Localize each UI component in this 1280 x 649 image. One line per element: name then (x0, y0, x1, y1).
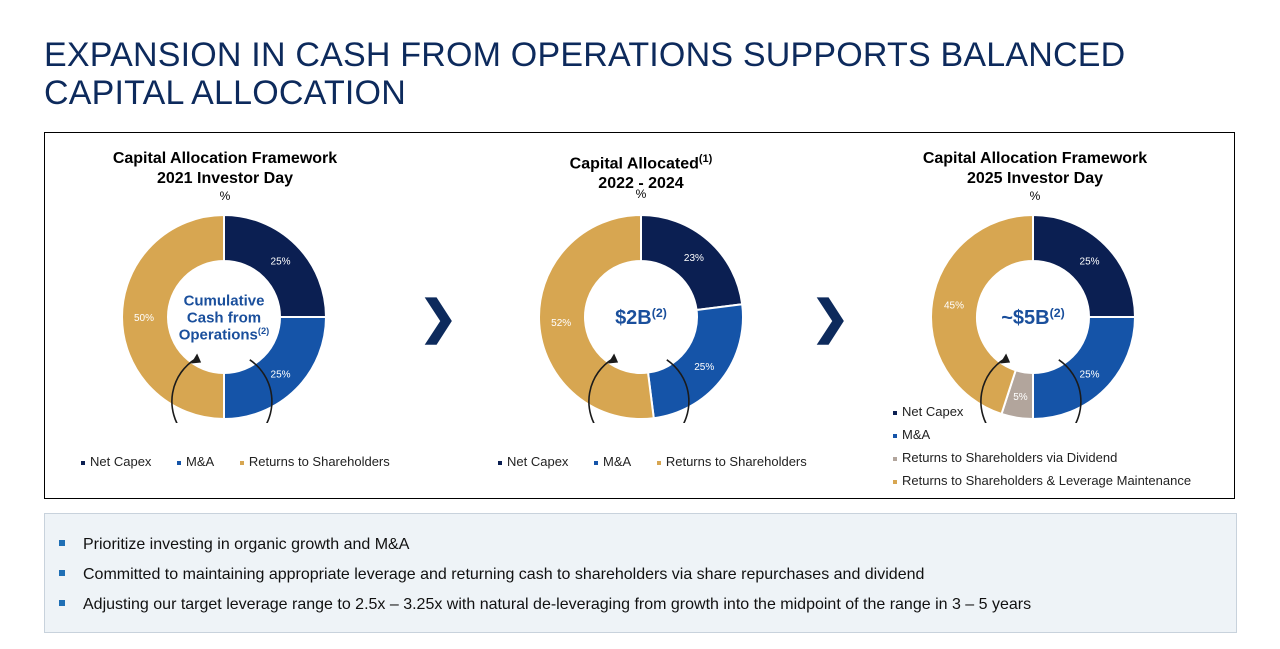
donut-slice (930, 213, 1034, 416)
chart3-legend: Net Capex M&A Returns to Shareholders vi… (893, 404, 1213, 496)
legend-swatch (893, 410, 897, 415)
slice-data-label: 23% (684, 253, 704, 264)
donut-slice (538, 213, 655, 420)
chart2-legend-ma: M&A (594, 454, 631, 469)
chart2-legend-net-capex: Net Capex (498, 454, 568, 469)
chart3-title-line1: Capital Allocation Framework (922, 150, 1148, 167)
bullet-item: Committed to maintaining appropriate lev… (59, 566, 924, 584)
donut-center-text: Cash from (187, 309, 261, 326)
legend-swatch (893, 479, 897, 484)
bullet-item: Adjusting our target leverage range to 2… (59, 596, 1031, 614)
chart3-legend-leverage: Returns to Shareholders & Leverage Maint… (893, 473, 1191, 489)
bullet-square-icon (59, 599, 65, 606)
donut-hole (586, 262, 696, 372)
chart1-title-line1: Capital Allocation Framework (112, 150, 338, 167)
donut-hole (169, 262, 279, 372)
donut-slice (1032, 213, 1137, 318)
donut-center-text: Cumulative (184, 292, 265, 309)
arrowhead-icon (1000, 353, 1011, 364)
chart3-legend-ma: M&A (893, 427, 1191, 443)
donut-slice (1032, 316, 1137, 421)
charts-panel: Capital Allocation Framework 2021 Invest… (44, 132, 1235, 499)
chevron-right-icon: ❯ (811, 291, 850, 343)
bullet-square-icon (59, 569, 65, 576)
donut-slice (646, 303, 744, 420)
legend-swatch (893, 433, 897, 438)
slice-data-label: 25% (1080, 370, 1100, 381)
chart2-title-line1: Capital Allocated(1) (569, 153, 713, 173)
donut-slice (223, 316, 328, 421)
slice-data-label: 25% (271, 370, 291, 381)
chart2-legend: Net Capex M&A Returns to Shareholders (498, 454, 829, 469)
legend-swatch (177, 460, 182, 465)
footnote-sup: (2) (258, 326, 269, 336)
arrowhead-icon (608, 353, 619, 364)
key-points-box: Prioritize investing in organic growth a… (44, 513, 1237, 633)
bullet-square-icon (59, 539, 65, 546)
slice-data-label: 52% (551, 318, 571, 329)
slice-data-label: 5% (1013, 392, 1028, 403)
cycle-arrow-icon (588, 357, 690, 423)
chart3-title-line2: 2025 Investor Day (966, 170, 1104, 187)
chart2-donut: 23%25%52% $2B(2) (538, 213, 744, 423)
slice-data-label: 50% (134, 313, 154, 324)
chart1-legend-ma: M&A (177, 454, 214, 469)
chart3-unit: % (1029, 189, 1041, 203)
donut-slice (121, 213, 225, 421)
title-line-1: EXPANSION IN CASH FROM OPERATIONS SUPPOR… (44, 36, 1126, 74)
cycle-arrow-icon (171, 357, 273, 423)
chart3-title: Capital Allocation Framework 2025 Invest… (885, 149, 1185, 189)
slice-data-label: 25% (271, 256, 291, 267)
footnote-sup: (2) (652, 306, 667, 320)
donut-slice (223, 213, 328, 318)
legend-swatch (498, 460, 502, 465)
chart1-title: Capital Allocation Framework 2021 Invest… (75, 149, 375, 189)
legend-swatch (594, 460, 599, 465)
slice-data-label: 25% (1080, 256, 1100, 267)
chart2-title-line2: 2022 - 2024 (598, 175, 684, 193)
legend-swatch (81, 460, 85, 465)
chart1-legend-returns: Returns to Shareholders (239, 454, 390, 469)
legend-swatch (656, 460, 661, 465)
chart1-legend-net-capex: Net Capex (81, 454, 151, 469)
chart3-donut: 25% 25% 5% 45% ~$5B(2) (930, 213, 1137, 423)
title-line-2: CAPITAL ALLOCATION (44, 74, 406, 112)
chart3-legend-net-capex: Net Capex (893, 404, 1191, 420)
footnote-sup: (2) (1050, 306, 1065, 320)
chart3-legend-dividend: Returns to Shareholders via Dividend (893, 450, 1191, 466)
arrowhead-icon (191, 353, 202, 364)
chart1-legend: Net Capex M&A Returns to Shareholders (81, 454, 412, 469)
chart2-title: Capital Allocated(1) 2022 - 2024 (491, 149, 791, 194)
chevron-right-icon: ❯ (419, 291, 458, 343)
cycle-arrow-icon (980, 357, 1082, 423)
chart1-title-line2: 2021 Investor Day (156, 170, 294, 187)
chart2-legend-returns: Returns to Shareholders (656, 454, 807, 469)
donut-center-text: Operations(2) (179, 326, 270, 343)
slice-data-label: 45% (944, 300, 964, 311)
slice-data-label: 25% (694, 362, 714, 373)
bullet-item: Prioritize investing in organic growth a… (59, 536, 409, 554)
legend-swatch (893, 456, 897, 461)
page-title: EXPANSION IN CASH FROM OPERATIONS SUPPOR… (44, 36, 1125, 112)
donut-hole (978, 262, 1088, 372)
donut-center-text: ~$5B(2) (1001, 306, 1065, 329)
chart1-unit: % (219, 189, 231, 203)
donut-slice (640, 213, 744, 312)
chart2-unit: % (635, 187, 647, 201)
legend-swatch (239, 460, 244, 465)
